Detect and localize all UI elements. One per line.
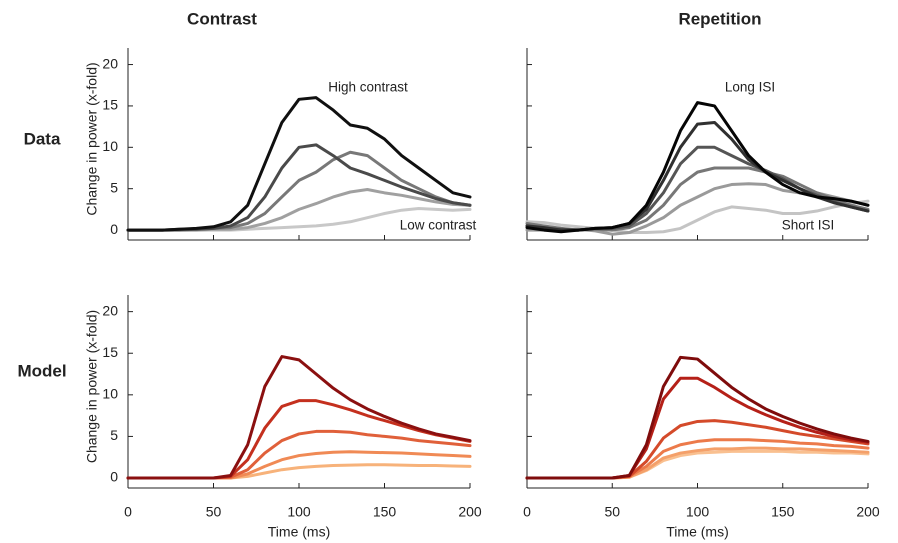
- data-line: [525, 438, 870, 480]
- x-axis-label: Time (ms): [666, 524, 728, 540]
- data-line: [126, 96, 472, 232]
- row-label: Model: [17, 361, 66, 380]
- y-tick-label: 15: [102, 97, 118, 113]
- row-label: Data: [24, 129, 61, 148]
- y-tick-label: 0: [110, 221, 118, 237]
- y-tick-label: 0: [110, 469, 118, 485]
- data-line: [525, 355, 870, 480]
- x-tick-label: 50: [604, 504, 620, 520]
- y-tick-label: 10: [102, 386, 118, 402]
- annotation: Long ISI: [725, 80, 775, 95]
- x-tick-label: 200: [856, 504, 880, 520]
- annotation: Short ISI: [782, 218, 835, 233]
- y-tick-label: 20: [102, 55, 118, 71]
- annotation: Low contrast: [400, 218, 477, 233]
- y-tick-label: 20: [102, 302, 118, 318]
- x-tick-label: 200: [458, 504, 482, 520]
- data-line: [525, 449, 870, 480]
- data-line: [126, 463, 472, 480]
- data-line: [525, 120, 870, 232]
- y-tick-label: 15: [102, 344, 118, 360]
- annotation: High contrast: [328, 80, 408, 95]
- data-line: [126, 355, 472, 480]
- y-axis-label: Change in power (x-fold): [84, 62, 100, 215]
- y-tick-label: 5: [110, 427, 118, 443]
- column-title: Repetition: [678, 9, 761, 28]
- data-line: [525, 199, 870, 235]
- x-tick-label: 0: [523, 504, 531, 520]
- y-tick-label: 10: [102, 138, 118, 154]
- column-title: Contrast: [187, 9, 257, 28]
- x-tick-label: 100: [686, 504, 710, 520]
- x-axis-label: Time (ms): [268, 524, 330, 540]
- y-tick-label: 5: [110, 179, 118, 195]
- x-tick-label: 150: [373, 504, 397, 520]
- x-tick-label: 150: [771, 504, 795, 520]
- x-tick-label: 0: [124, 504, 132, 520]
- y-axis-label: Change in power (x-fold): [84, 310, 100, 463]
- data-line: [525, 101, 870, 234]
- x-tick-label: 100: [287, 504, 311, 520]
- x-tick-label: 50: [206, 504, 222, 520]
